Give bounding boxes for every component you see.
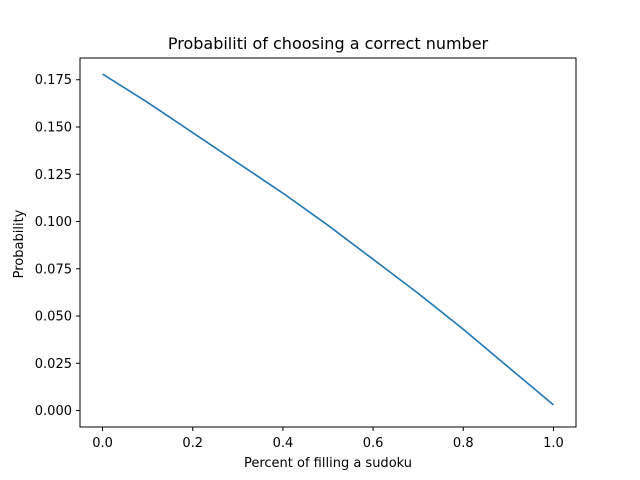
plot-area-frame: [79, 57, 577, 428]
y-tick-label: 0.150: [35, 120, 72, 135]
chart-title: Probabiliti of choosing a correct number: [168, 34, 489, 53]
y-tick-label: 0.050: [35, 310, 72, 325]
y-tick-label: 0.125: [35, 168, 72, 183]
y-axis-ticks: 0.000 0.025 0.050 0.075 0.100 0.125 0.150 0.175: [35, 73, 80, 419]
x-axis-ticks: 0.0 0.2 0.4 0.6 0.8 1.0: [92, 427, 564, 451]
series-line: [102, 73, 554, 406]
x-tick-label: 0.4: [273, 436, 294, 451]
y-axis-label: Probability: [12, 209, 27, 278]
y-tick-label: 0.100: [35, 215, 72, 230]
y-tick-label: 0.000: [35, 404, 72, 419]
x-axis-label: Percent of filling a sudoku: [244, 456, 412, 471]
x-tick-label: 0.2: [182, 436, 203, 451]
y-tick-label: 0.025: [35, 357, 72, 372]
y-tick-label: 0.075: [35, 262, 72, 277]
plot-series: [102, 73, 554, 406]
x-tick-label: 0.8: [453, 436, 474, 451]
x-tick-label: 0.6: [363, 436, 384, 451]
x-tick-label: 1.0: [543, 436, 564, 451]
x-tick-label: 0.0: [92, 436, 113, 451]
y-tick-label: 0.175: [35, 73, 72, 88]
